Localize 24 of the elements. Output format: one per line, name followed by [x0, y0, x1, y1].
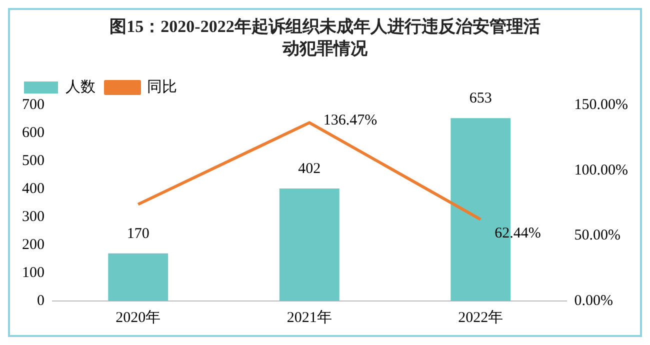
y-tick-label: 500 [22, 152, 44, 169]
data-label: 136.47% [323, 112, 378, 129]
y2-tick-label: 150.00% [574, 96, 628, 113]
y-tick-label: 200 [22, 236, 44, 253]
legend-label: 同比 [147, 78, 177, 96]
chart-title: 图15：2020-2022年起诉组织未成年人进行违反治安管理活动犯罪情况 [108, 16, 542, 60]
bar [108, 253, 168, 301]
x-tick-label: 2020年 [116, 308, 161, 326]
y-tick-label: 700 [22, 96, 44, 113]
y-tick-label: 100 [22, 264, 44, 281]
y2-tick-label: 50.00% [574, 228, 621, 244]
y-tick-label: 0 [37, 292, 44, 309]
legend-label: 人数 [66, 79, 96, 96]
data-label: 653 [469, 90, 492, 107]
y-tick-label: 400 [22, 180, 44, 197]
x-tick-label: 2021年 [286, 308, 332, 326]
data-label: 170 [126, 226, 150, 242]
y-tick-label: 600 [22, 124, 44, 141]
y-tick-label: 300 [22, 208, 44, 225]
x-tick-label: 2022年 [458, 308, 504, 326]
y2-tick-label: 100.00% [574, 162, 628, 178]
bar [279, 188, 340, 301]
data-label: 402 [298, 160, 321, 177]
y2-tick-label: 0.00% [574, 292, 614, 309]
